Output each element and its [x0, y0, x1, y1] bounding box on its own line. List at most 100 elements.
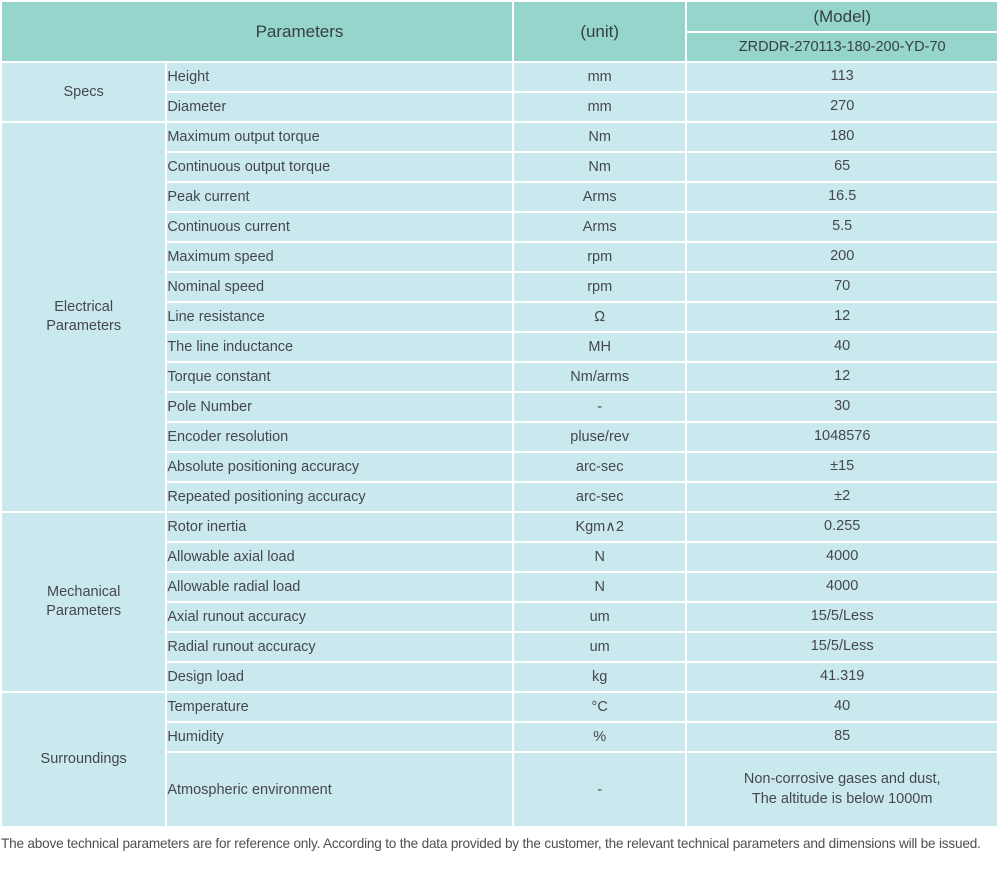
unit-cell: MH — [514, 333, 686, 361]
table-row: Design load kg 41.319 — [2, 663, 997, 691]
param-cell: Radial runout accuracy — [167, 633, 513, 661]
table-row: Surroundings Temperature °C 40 — [2, 693, 997, 826]
table-row: Humidity % 85 — [2, 723, 997, 751]
table-row: Specs Height mm 113 — [2, 63, 997, 121]
unit-cell: - — [514, 393, 686, 421]
value-cell: 15/5/Less — [687, 633, 997, 661]
header-model: (Model) — [687, 2, 997, 31]
param-cell: Torque constant — [167, 363, 513, 391]
value-cell: 16.5 — [687, 183, 997, 211]
unit-cell: Ω — [514, 303, 686, 331]
value-cell: 65 — [687, 153, 997, 181]
table-row: Line resistance Ω 12 — [2, 303, 997, 331]
unit-cell: arc-sec — [514, 483, 686, 511]
table-row: Allowable axial load N 4000 — [2, 543, 997, 571]
param-cell: Pole Number — [167, 393, 513, 421]
unit-cell: - — [514, 753, 686, 826]
param-cell: Allowable radial load — [167, 573, 513, 601]
table-row: Repeated positioning accuracy arc-sec ±2 — [2, 483, 997, 511]
param-cell: The line inductance — [167, 333, 513, 361]
table-row: Continuous output torque Nm 65 — [2, 153, 997, 181]
param-cell: Maximum speed — [167, 243, 513, 271]
unit-cell: N — [514, 573, 686, 601]
header-parameters: Parameters — [2, 2, 513, 61]
value-cell: 0.255 — [687, 513, 997, 541]
category-cell-specs: Specs — [2, 63, 166, 121]
param-cell: Nominal speed — [167, 273, 513, 301]
value-cell: ±15 — [687, 453, 997, 481]
table-header-row: Parameters (unit) (Model) — [2, 2, 997, 61]
unit-cell: mm — [514, 63, 686, 91]
value-cell: 113 — [687, 63, 997, 91]
param-cell: Temperature — [167, 693, 513, 721]
param-cell: Continuous output torque — [167, 153, 513, 181]
table-row: Maximum speed rpm 200 — [2, 243, 997, 271]
value-cell: 85 — [687, 723, 997, 751]
table-row: Peak current Arms 16.5 — [2, 183, 997, 211]
table-row: Encoder resolution pluse/rev 1048576 — [2, 423, 997, 451]
unit-cell: rpm — [514, 243, 686, 271]
table-row: The line inductance MH 40 — [2, 333, 997, 361]
param-cell: Continuous current — [167, 213, 513, 241]
value-cell: 40 — [687, 693, 997, 721]
value-cell: 12 — [687, 363, 997, 391]
value-cell: 30 — [687, 393, 997, 421]
param-cell: Absolute positioning accuracy — [167, 453, 513, 481]
unit-cell: um — [514, 633, 686, 661]
header-unit: (unit) — [514, 2, 686, 61]
param-cell: Line resistance — [167, 303, 513, 331]
value-cell: 12 — [687, 303, 997, 331]
value-cell: Non-corrosive gases and dust, The altitu… — [687, 753, 997, 826]
table-row: Continuous current Arms 5.5 — [2, 213, 997, 241]
table-row: Diameter mm 270 — [2, 93, 997, 121]
unit-cell: Nm/arms — [514, 363, 686, 391]
unit-cell: Arms — [514, 183, 686, 211]
category-cell-surroundings: Surroundings — [2, 693, 166, 826]
param-cell: Humidity — [167, 723, 513, 751]
table-row: Radial runout accuracy um 15/5/Less — [2, 633, 997, 661]
value-cell: 4000 — [687, 543, 997, 571]
table-row: Nominal speed rpm 70 — [2, 273, 997, 301]
value-cell: 41.319 — [687, 663, 997, 691]
unit-cell: Nm — [514, 123, 686, 151]
value-cell: 5.5 — [687, 213, 997, 241]
unit-cell: mm — [514, 93, 686, 121]
table-row: Axial runout accuracy um 15/5/Less — [2, 603, 997, 631]
spec-table: Parameters (unit) (Model) ZRDDR-270113-1… — [2, 2, 997, 826]
param-cell: Height — [167, 63, 513, 91]
value-cell: 270 — [687, 93, 997, 121]
unit-cell: N — [514, 543, 686, 571]
unit-cell: um — [514, 603, 686, 631]
unit-cell: arc-sec — [514, 453, 686, 481]
param-cell: Repeated positioning accuracy — [167, 483, 513, 511]
value-cell: 1048576 — [687, 423, 997, 451]
category-cell-mechanical: Mechanical Parameters — [2, 513, 166, 691]
param-cell: Atmospheric environment — [167, 753, 513, 826]
unit-cell: °C — [514, 693, 686, 721]
table-row: Pole Number - 30 — [2, 393, 997, 421]
param-cell: Maximum output torque — [167, 123, 513, 151]
param-cell: Allowable axial load — [167, 543, 513, 571]
value-cell: 15/5/Less — [687, 603, 997, 631]
unit-cell: rpm — [514, 273, 686, 301]
param-cell: Design load — [167, 663, 513, 691]
unit-cell: Kgm∧2 — [514, 513, 686, 541]
table-row: Absolute positioning accuracy arc-sec ±1… — [2, 453, 997, 481]
category-cell-electrical: Electrical Parameters — [2, 123, 166, 511]
table-subheader-row: ZRDDR-270113-180-200-YD-70 — [2, 33, 997, 61]
footer-note: The above technical parameters are for r… — [1, 836, 981, 851]
param-cell: Encoder resolution — [167, 423, 513, 451]
header-model-number: ZRDDR-270113-180-200-YD-70 — [687, 33, 997, 61]
value-cell: 180 — [687, 123, 997, 151]
unit-cell: kg — [514, 663, 686, 691]
unit-cell: Arms — [514, 213, 686, 241]
value-cell: 70 — [687, 273, 997, 301]
value-cell: 40 — [687, 333, 997, 361]
unit-cell: pluse/rev — [514, 423, 686, 451]
table-row: Mechanical Parameters Rotor inertia Kgm∧… — [2, 513, 997, 691]
unit-cell: Nm — [514, 153, 686, 181]
table-row: Torque constant Nm/arms 12 — [2, 363, 997, 391]
param-cell: Peak current — [167, 183, 513, 211]
param-cell: Axial runout accuracy — [167, 603, 513, 631]
